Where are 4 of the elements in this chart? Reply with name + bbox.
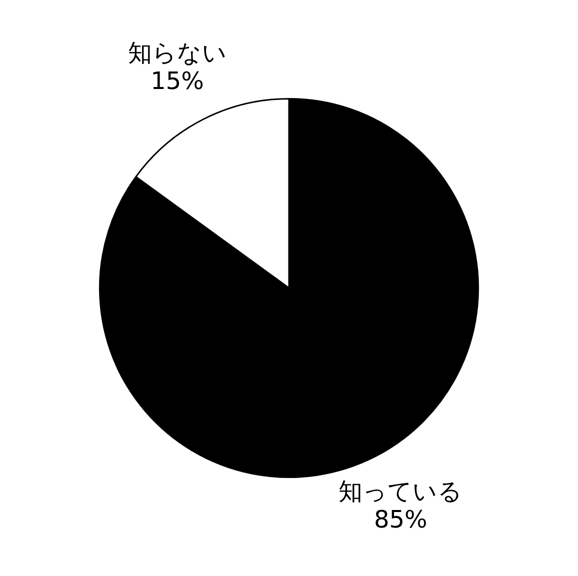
slice-label: 知らない (128, 39, 227, 68)
slice-label: 知っている (338, 477, 463, 506)
data-label: 85% (374, 505, 428, 534)
data-label: 15% (150, 67, 204, 96)
